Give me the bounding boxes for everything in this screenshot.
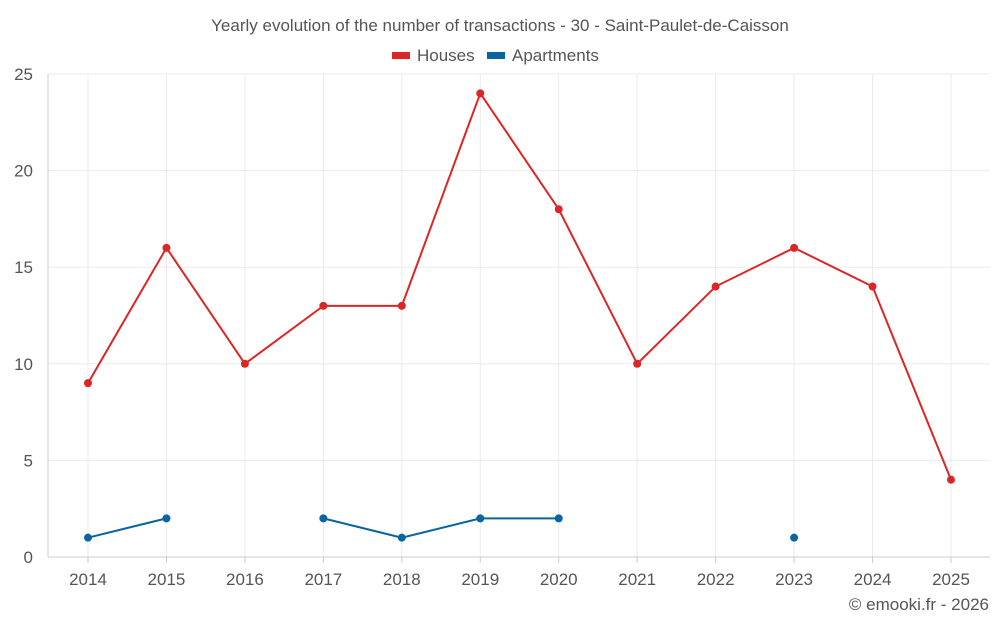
x-tick-label: 2016 — [226, 570, 264, 589]
credit-text: © emooki.fr - 2026 — [849, 595, 989, 614]
series-line — [87, 517, 167, 539]
y-tick-label: 0 — [24, 548, 33, 567]
y-tick-label: 10 — [14, 355, 33, 374]
grid — [48, 73, 990, 557]
series-line — [87, 91, 952, 481]
data-point — [554, 205, 563, 214]
x-tick-label: 2019 — [461, 570, 499, 589]
data-point — [319, 301, 328, 310]
x-tick-label: 2014 — [69, 570, 107, 589]
y-tick-label: 20 — [14, 162, 33, 181]
data-point — [84, 533, 92, 542]
y-tick-label: 5 — [24, 451, 33, 470]
data-point — [397, 533, 406, 542]
x-tick-label: 2023 — [775, 570, 813, 589]
series-line — [323, 517, 559, 539]
data-point — [162, 514, 171, 523]
data-point — [476, 514, 485, 523]
data-point — [790, 533, 799, 542]
legend-label: Apartments — [512, 46, 599, 65]
chart-title: Yearly evolution of the number of transa… — [211, 16, 789, 35]
data-point — [397, 301, 406, 310]
data-point — [711, 282, 720, 291]
x-tick-label: 2024 — [854, 570, 892, 589]
legend-swatch — [487, 52, 505, 59]
data-point — [947, 475, 955, 484]
data-point — [162, 243, 171, 252]
x-tick-label: 2021 — [618, 570, 656, 589]
data-point — [868, 282, 877, 291]
x-tick-label: 2018 — [383, 570, 421, 589]
series — [84, 89, 955, 542]
series-houses — [84, 89, 955, 484]
data-point — [633, 359, 642, 368]
data-point — [476, 89, 485, 98]
legend-swatch — [392, 52, 410, 59]
x-tick-label: 2025 — [932, 570, 970, 589]
data-point — [240, 359, 249, 368]
x-tick-label: 2020 — [540, 570, 578, 589]
y-tick-label: 15 — [14, 258, 33, 277]
x-tick-label: 2015 — [148, 570, 186, 589]
data-point — [790, 243, 799, 252]
y-tick-label: 25 — [14, 65, 33, 84]
legend: Houses Apartments — [392, 46, 599, 65]
x-tick-label: 2022 — [697, 570, 735, 589]
series-apartments — [84, 514, 799, 542]
data-point — [554, 514, 563, 523]
data-point — [84, 379, 92, 388]
data-point — [319, 514, 328, 523]
legend-label: Houses — [417, 46, 475, 65]
x-tick-label: 2017 — [304, 570, 342, 589]
